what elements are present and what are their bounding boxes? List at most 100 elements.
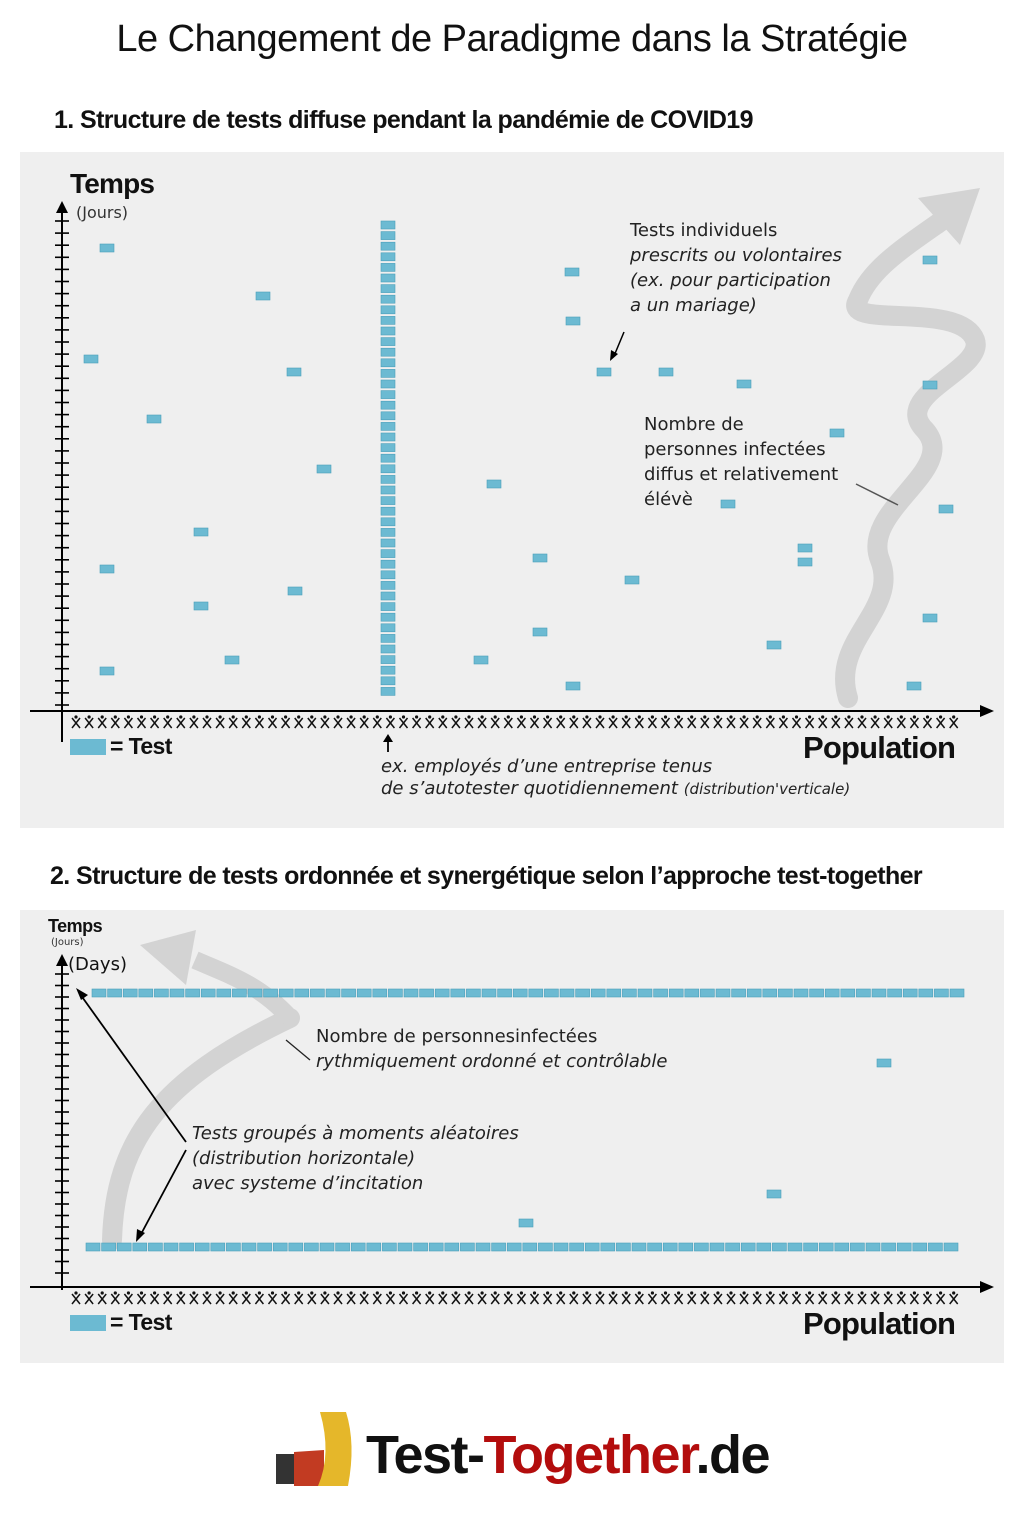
test-square	[193, 527, 209, 537]
person-icon	[346, 1291, 356, 1305]
person-icon	[228, 715, 238, 729]
test-square	[304, 1242, 319, 1252]
person-icon	[621, 1291, 631, 1305]
test-square	[658, 367, 674, 377]
note-line: Nombre de personnesinfectées	[316, 1026, 598, 1047]
person-icon	[412, 1291, 422, 1305]
person-icon	[556, 1291, 566, 1305]
person-icon	[529, 1291, 540, 1305]
test-square	[380, 326, 396, 336]
person-icon	[281, 1291, 291, 1305]
test-square	[263, 988, 278, 998]
test-square	[756, 1242, 772, 1252]
test-square	[809, 988, 824, 998]
person-icon	[700, 715, 710, 729]
person-icon	[503, 715, 513, 729]
person-icon	[739, 715, 749, 729]
test-square	[380, 390, 396, 399]
person-icon	[634, 715, 644, 729]
test-square	[668, 988, 684, 998]
test-square	[902, 988, 918, 998]
person-icon	[267, 1291, 278, 1305]
test-square	[497, 988, 512, 998]
note-grouped-tests: Tests groupés à moments aléatoires (dist…	[192, 1121, 519, 1196]
person-icon	[687, 1291, 697, 1305]
person-icon	[333, 1291, 343, 1305]
person-icon	[896, 1291, 906, 1305]
person-icon	[883, 1291, 893, 1305]
pointer-line	[855, 483, 899, 506]
test-square	[565, 681, 581, 691]
test-square	[906, 681, 922, 691]
test-square	[949, 988, 965, 998]
test-square	[881, 1242, 896, 1252]
test-square	[232, 988, 247, 998]
person-icon	[844, 1291, 854, 1305]
person-icon	[176, 1291, 186, 1305]
note-line: élévè	[644, 489, 693, 510]
x-axis-label-2: Population	[803, 1306, 956, 1341]
test-square	[600, 1242, 616, 1252]
test-square	[380, 549, 396, 558]
test-square	[83, 354, 99, 364]
test-square	[380, 612, 396, 622]
arrow-up-icon	[383, 734, 393, 742]
test-square	[210, 1242, 226, 1252]
test-square	[565, 316, 581, 326]
test-square	[148, 1242, 163, 1252]
person-icon	[752, 1291, 762, 1305]
person-icon	[398, 1291, 409, 1305]
test-square	[380, 422, 396, 431]
y-axis-unit-2: (Jours)	[51, 937, 84, 948]
person-icon	[372, 1291, 382, 1305]
test-square	[278, 988, 294, 998]
test-square	[876, 1058, 892, 1068]
test-square	[918, 988, 934, 998]
test-square	[380, 644, 396, 654]
test-square	[288, 1242, 304, 1252]
test-square	[762, 988, 778, 998]
test-square	[538, 1242, 553, 1252]
test-square	[896, 1242, 912, 1252]
person-icon	[438, 1291, 448, 1305]
test-square	[179, 1242, 194, 1252]
person-icon	[215, 1291, 225, 1305]
test-square	[372, 988, 388, 998]
person-icon	[569, 715, 579, 729]
test-square	[380, 432, 396, 442]
test-square	[154, 988, 169, 998]
test-square	[185, 988, 200, 998]
test-square	[380, 231, 396, 240]
person-icon	[97, 1291, 107, 1305]
test-square	[380, 538, 396, 548]
test-square	[653, 988, 668, 998]
test-square	[922, 380, 938, 390]
test-square	[715, 988, 731, 998]
test-square	[91, 988, 107, 998]
test-square	[486, 479, 502, 489]
person-icon	[608, 715, 618, 729]
arrow-head-icon	[136, 1229, 145, 1242]
x-axis-arrow-icon	[980, 705, 994, 717]
person-icon	[765, 1291, 775, 1305]
test-square	[247, 988, 263, 998]
logo-part: Together	[483, 1425, 698, 1485]
test-square	[887, 988, 902, 998]
test-square	[193, 601, 209, 611]
test-square	[575, 988, 590, 998]
person-icon	[634, 1291, 644, 1305]
person-icon	[425, 1291, 435, 1305]
infection-trend-arrow	[191, 951, 297, 1025]
person-icon	[516, 1291, 526, 1305]
test-square	[584, 1242, 600, 1252]
person-icon	[831, 1291, 841, 1305]
legend: = Test	[70, 733, 172, 760]
test-square	[380, 475, 396, 484]
person-icon	[163, 715, 173, 729]
test-square	[834, 1242, 850, 1252]
test-square	[380, 665, 396, 675]
test-square	[434, 988, 450, 998]
test-together-logo-icon	[276, 1412, 352, 1486]
person-icon	[307, 715, 317, 729]
person-icon	[254, 715, 264, 729]
